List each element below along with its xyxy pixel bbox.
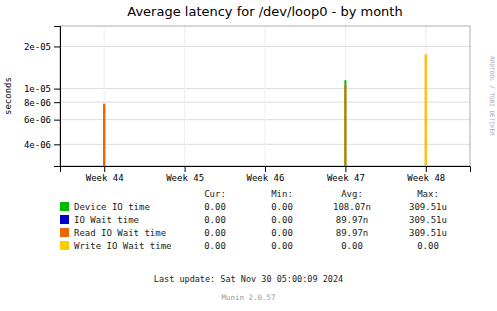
legend-stat: 0.00 (271, 215, 293, 225)
grid (60, 26, 470, 166)
legend-swatch (60, 228, 69, 237)
grid-line-x (425, 26, 426, 166)
x-axis-line (61, 167, 471, 173)
x-tick-mark (185, 166, 186, 172)
legend-stat: 89.97n (336, 228, 369, 238)
x-tick-mark (104, 166, 105, 172)
y-tick-label: 8e-06 (24, 98, 51, 108)
y-tick-label: 6e-06 (24, 115, 51, 125)
x-tick-label: Week 44 (86, 173, 124, 183)
bar (425, 55, 427, 166)
legend-label: Device IO time (74, 202, 150, 212)
legend-stat: 309.51u (409, 228, 447, 238)
legend-label: Write IO Wait time (74, 241, 172, 251)
y-tick-mark (54, 144, 60, 145)
legend-stat: 0.00 (271, 241, 293, 251)
y-tick-label: 1e-05 (24, 84, 51, 94)
legend-stat: 0.00 (204, 228, 226, 238)
x-tick-label: Week 47 (327, 173, 365, 183)
legend-stat: 0.00 (204, 241, 226, 251)
legend-stat: 89.97n (336, 215, 369, 225)
y-tick-label: 2e-05 (24, 42, 51, 52)
plot-frame (60, 26, 470, 166)
x-tick-label: Week 45 (166, 173, 204, 183)
bar (344, 80, 346, 166)
y-tick: 4e-06 (24, 140, 60, 150)
y-tick: 2e-05 (24, 42, 60, 52)
y-tick-mark (54, 120, 60, 121)
legend-header: Max: (417, 189, 439, 199)
legend-header: Min: (271, 189, 293, 199)
legend: Cur: Min: Avg: Max: Device IO time 0.00 0.00 10… (60, 189, 447, 251)
x-tick: Week 48 (407, 166, 445, 183)
legend-swatch (60, 202, 69, 211)
x-tick-mark (345, 166, 346, 172)
bar (344, 86, 346, 166)
legend-stat: 0.00 (417, 241, 439, 251)
y-tick: 8e-06 (24, 98, 60, 108)
legend-swatch (60, 215, 69, 224)
grid-line-x (345, 26, 346, 166)
x-tick: Week 44 (86, 166, 124, 183)
x-axis: Week 44 Week 45 Week 46 Week 47 Week 48 (61, 166, 471, 183)
title: Average latency for /dev/loop0 - by mont… (127, 4, 402, 19)
marks (103, 55, 427, 166)
y-tick: 6e-06 (24, 115, 60, 125)
x-tick-mark (265, 166, 266, 172)
legend-label: Read IO Wait time (74, 228, 166, 238)
legend-stat: 0.00 (341, 241, 363, 251)
x-tick-label: Week 48 (407, 173, 445, 183)
legend-stat: 0.00 (271, 202, 293, 212)
x-tick: Week 47 (327, 166, 365, 183)
y-axis-title: seconds (3, 77, 13, 115)
legend-swatch (60, 241, 69, 250)
grid-line-x (184, 26, 185, 166)
series (425, 55, 427, 166)
legend-stat: 309.51u (409, 215, 447, 225)
bar (103, 104, 105, 166)
legend-stat: 108.07n (333, 202, 371, 212)
grid-line-x (104, 26, 105, 166)
y-axis-line (54, 27, 61, 167)
series (103, 55, 427, 166)
y-tick: 1e-05 (24, 84, 60, 94)
legend-stat: 0.00 (204, 202, 226, 212)
x-tick-label: Week 46 (247, 173, 285, 183)
series (103, 80, 346, 166)
y-tick-label: 4e-06 (24, 140, 51, 150)
legend-stat: 0.00 (271, 228, 293, 238)
legend-label: IO Wait time (74, 215, 139, 225)
chart: Average latency for /dev/loop0 - by mont… (0, 0, 497, 311)
legend-stat: 309.51u (409, 202, 447, 212)
x-tick-mark (426, 166, 427, 172)
y-tick-mark (54, 46, 60, 47)
bar (425, 55, 427, 166)
footer: Last update: Sat Nov 30 05:00:09 2024 (154, 274, 343, 284)
watermark: Munin 2.0.57 (221, 293, 275, 302)
legend-stat: 0.00 (204, 215, 226, 225)
legend-header: Cur: (204, 189, 226, 199)
x-tick: Week 45 (166, 166, 204, 183)
side-label: RRDTOOL / TOBI OETIKER (489, 56, 496, 136)
x-tick: Week 46 (247, 166, 285, 183)
legend-header: Avg: (341, 189, 363, 199)
y-axis: 4e-06 6e-06 8e-06 1e-05 2e-05 (24, 27, 61, 167)
y-tick-mark (54, 102, 60, 103)
grid-line-x (265, 26, 266, 166)
y-tick-mark (54, 89, 60, 90)
bar (103, 104, 105, 166)
